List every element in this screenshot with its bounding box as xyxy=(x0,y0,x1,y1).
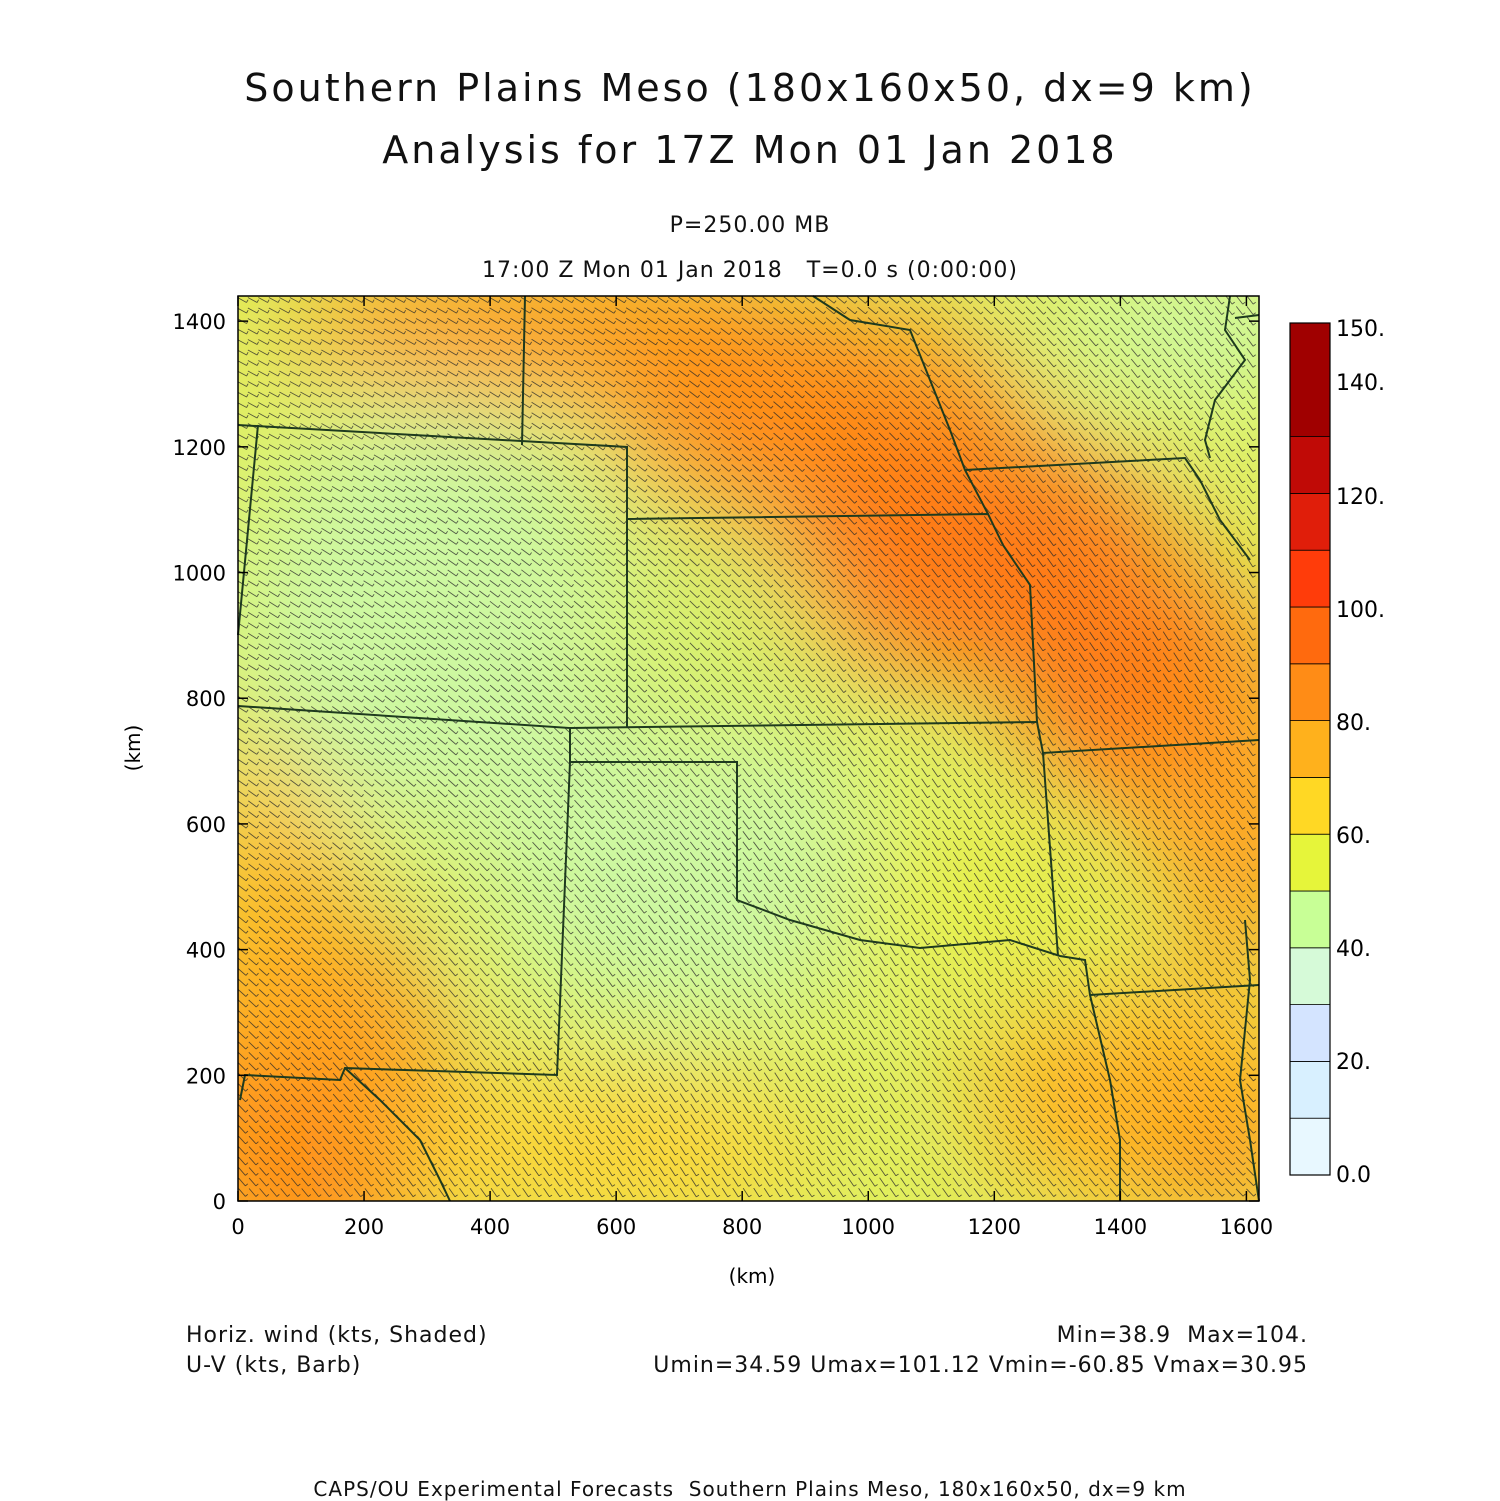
x-axis-label: (km) xyxy=(729,1264,776,1288)
colorbar-swatch xyxy=(1289,322,1331,437)
colorbar-label: 20. xyxy=(1336,1050,1371,1075)
colorbar-swatch xyxy=(1289,720,1331,778)
colorbar-swatch xyxy=(1289,663,1331,721)
min-max-stats: Min=38.9 Max=104. xyxy=(1056,1323,1308,1348)
shaded-field-label: Horiz. wind (kts, Shaded) xyxy=(186,1323,488,1348)
colorbar-label: 0.0 xyxy=(1336,1163,1371,1188)
y-tick-label: 1200 xyxy=(173,436,226,460)
state-borders xyxy=(237,295,1260,1202)
valid-time: 17:00 Z Mon 01 Jan 2018 T=0.0 s (0:00:00… xyxy=(482,258,1018,283)
y-tick-label: 1000 xyxy=(173,562,226,586)
wind-barbs xyxy=(238,296,1257,1198)
y-tick-label: 1400 xyxy=(173,310,226,334)
colorbar-swatch xyxy=(1289,1004,1331,1062)
barb-field-label: U-V (kts, Barb) xyxy=(186,1353,362,1378)
wind-speed-shading xyxy=(238,296,1259,1201)
uv-stats: Umin=34.59 Umax=101.12 Vmin=-60.85 Vmax=… xyxy=(653,1353,1308,1378)
colorbar-label: 150. xyxy=(1336,317,1385,342)
colorbar-label: 120. xyxy=(1336,485,1385,510)
pressure-level: P=250.00 MB xyxy=(669,213,831,238)
colorbar-label: 60. xyxy=(1336,824,1371,849)
x-tick-label: 600 xyxy=(596,1215,636,1239)
colorbar-label: 140. xyxy=(1336,371,1385,396)
plot-title-line1: Southern Plains Meso (180x160x50, dx=9 k… xyxy=(244,66,1256,110)
y-tick-label: 600 xyxy=(186,813,226,837)
colorbar-label: 100. xyxy=(1336,598,1385,623)
colorbar-swatch xyxy=(1289,1117,1331,1176)
x-tick-label: 400 xyxy=(470,1215,510,1239)
colorbar: 0.0 20. 40. 60. 80. 100. 120. 140. 150. xyxy=(1289,317,1385,1188)
colorbar-swatch xyxy=(1289,1061,1331,1119)
y-tick-label: 400 xyxy=(186,939,226,963)
plot-frame xyxy=(237,295,1260,1202)
x-tick-label: 1400 xyxy=(1094,1215,1147,1239)
colorbar-swatch xyxy=(1289,436,1331,494)
x-tick-label: 1200 xyxy=(968,1215,1021,1239)
colorbar-swatch xyxy=(1289,492,1331,551)
y-tick-label: 800 xyxy=(186,687,226,711)
colorbar-swatch xyxy=(1289,777,1331,835)
x-tick-label: 1600 xyxy=(1220,1215,1273,1239)
credit-line: CAPS/OU Experimental Forecasts Southern … xyxy=(313,1477,1187,1501)
colorbar-swatch xyxy=(1289,549,1331,608)
x-tick-label: 0 xyxy=(231,1215,244,1239)
colorbar-swatch xyxy=(1289,947,1331,1005)
axes: 0 200 400 600 800 1000 1200 1400 1600 0 200 400 600 8… xyxy=(173,296,1273,1239)
y-tick-label: 0 xyxy=(213,1190,226,1214)
colorbar-swatch xyxy=(1289,890,1331,949)
y-axis-label: (km) xyxy=(121,725,145,772)
colorbar-swatch xyxy=(1289,606,1331,665)
x-tick-label: 800 xyxy=(722,1215,762,1239)
x-tick-label: 1000 xyxy=(842,1215,895,1239)
colorbar-label: 40. xyxy=(1336,937,1371,962)
plot-title-line2: Analysis for 17Z Mon 01 Jan 2018 xyxy=(382,128,1118,172)
y-tick-label: 200 xyxy=(186,1064,226,1088)
barb-glyphs xyxy=(238,296,1257,1198)
colorbar-label: 80. xyxy=(1336,711,1371,736)
colorbar-frame xyxy=(1289,322,1331,1176)
colorbar-swatch xyxy=(1289,833,1331,892)
x-tick-label: 200 xyxy=(344,1215,384,1239)
